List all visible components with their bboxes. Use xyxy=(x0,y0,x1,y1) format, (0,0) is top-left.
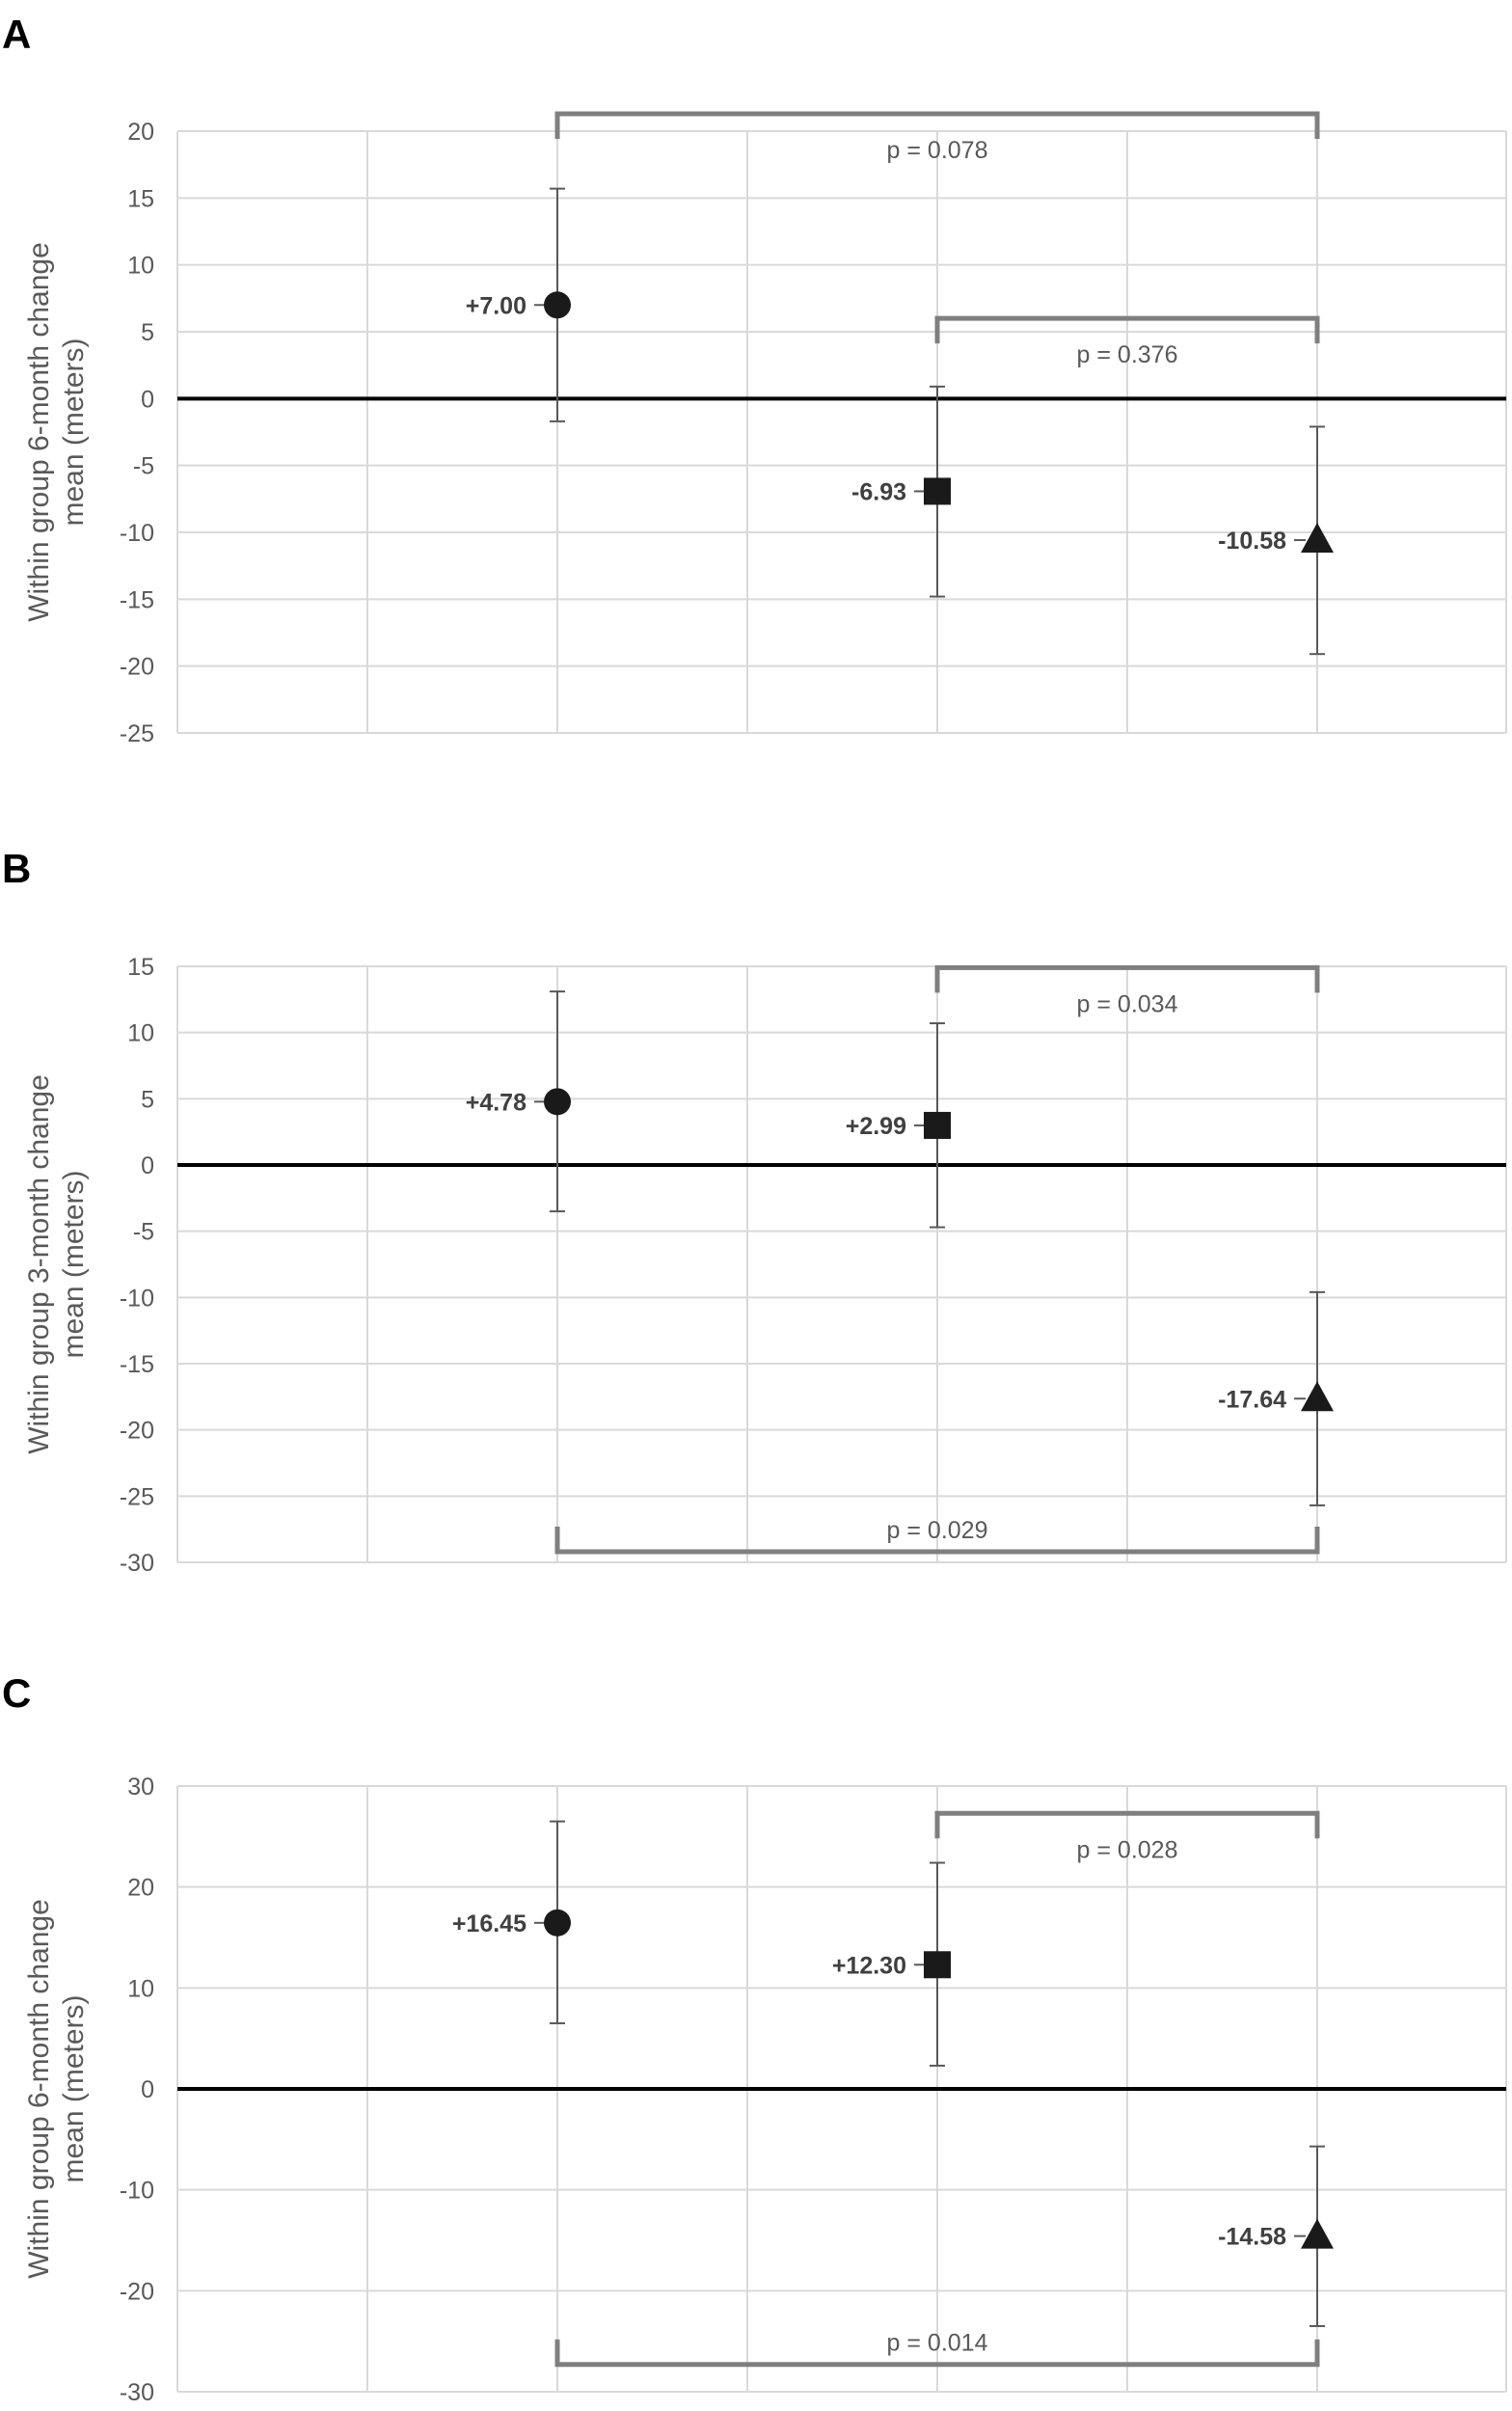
y-tick-label: -30 xyxy=(120,2379,154,2406)
y-tick-label: -25 xyxy=(120,1483,154,1510)
p-value-label: p = 0.014 xyxy=(887,2330,988,2357)
panel-a: A 20 15 10 5 0 -5 -10 -15 -20 -25 Within group 6-mo… xyxy=(2,12,1507,747)
y-tick-label: -20 xyxy=(120,2278,154,2305)
triangle-marker xyxy=(1301,1381,1334,1412)
y-tick-label: -25 xyxy=(120,720,154,747)
y-tick-label: -20 xyxy=(120,1418,154,1445)
y-tick-label: 10 xyxy=(127,1975,154,2002)
y-tick-label: 15 xyxy=(127,954,154,981)
p-value-label: p = 0.028 xyxy=(1077,1836,1178,1863)
data-label: +4.78 xyxy=(466,1089,526,1116)
comparison-bracket xyxy=(934,964,1320,993)
square-marker xyxy=(924,1111,951,1139)
y-tick-label: 10 xyxy=(127,253,154,280)
y-axis-label-line: Within group 3-month change xyxy=(23,1074,55,1454)
p-value-label: p = 0.376 xyxy=(1077,341,1178,368)
y-tick-label: -10 xyxy=(120,520,154,547)
comparison-bracket xyxy=(554,1527,1320,1555)
y-axis-label: Within group 3-month change mean (meters) xyxy=(23,1074,90,1454)
p-value-label: p = 0.078 xyxy=(887,137,988,164)
y-tick-label: 10 xyxy=(127,1020,154,1047)
panel-b: B 15 10 5 0 -5 -10 -15 -20 -25 -30 Within group 3-m… xyxy=(2,846,1507,1577)
data-label: -14.58 xyxy=(1218,2224,1286,2251)
p-value-label: p = 0.034 xyxy=(1077,990,1178,1017)
y-tick-label: 0 xyxy=(141,2076,154,2103)
triangle-marker xyxy=(1301,2218,1334,2249)
y-tick-label: -5 xyxy=(133,453,154,480)
y-tick-label: -30 xyxy=(120,1550,154,1577)
panel-letter: B xyxy=(2,846,31,891)
y-axis-label: Within group 6-month change mean (meters) xyxy=(23,242,90,622)
y-tick-label: 0 xyxy=(141,386,154,413)
circle-marker xyxy=(544,1088,571,1116)
y-axis-label-line: mean (meters) xyxy=(58,1170,90,1358)
y-tick-label: -10 xyxy=(120,1285,154,1312)
square-marker xyxy=(924,1951,951,1979)
comparison-bracket xyxy=(934,1810,1320,1839)
y-tick-label: -10 xyxy=(120,2178,154,2205)
y-axis-label-line: mean (meters) xyxy=(58,1994,90,2182)
data-label: +12.30 xyxy=(832,1952,906,1979)
panel-letter: A xyxy=(2,12,31,57)
y-tick-label: 5 xyxy=(141,1086,154,1113)
y-tick-label: -15 xyxy=(120,1351,154,1378)
data-label: -10.58 xyxy=(1218,528,1286,555)
square-marker xyxy=(924,477,951,505)
y-tick-label: 0 xyxy=(141,1152,154,1179)
data-label: +2.99 xyxy=(846,1113,906,1140)
y-axis-label-line: Within group 6-month change xyxy=(23,242,55,622)
y-tick-label: 5 xyxy=(141,319,154,346)
data-label: -17.64 xyxy=(1218,1386,1286,1413)
triangle-marker xyxy=(1301,523,1334,554)
panel-letter: C xyxy=(2,1670,31,1716)
data-label: +7.00 xyxy=(466,292,526,319)
y-tick-label: -5 xyxy=(133,1219,154,1246)
y-tick-label: 30 xyxy=(127,1774,154,1801)
comparison-bracket xyxy=(554,111,1320,139)
comparison-bracket xyxy=(934,315,1320,344)
data-label: +16.45 xyxy=(452,1910,526,1937)
comparison-bracket xyxy=(554,2339,1320,2368)
panel-c: C 30 20 10 0 -10 -20 -30 Within group 6-month ch… xyxy=(2,1670,1507,2406)
y-tick-label: 15 xyxy=(127,185,154,212)
y-axis-label-line: mean (meters) xyxy=(58,338,90,526)
p-value-label: p = 0.029 xyxy=(887,1517,988,1544)
y-tick-label: 20 xyxy=(127,1875,154,1902)
circle-marker xyxy=(544,291,571,319)
y-axis-label: Within group 6-month change mean (meters) xyxy=(23,1899,90,2279)
y-tick-label: -20 xyxy=(120,654,154,681)
data-label: -6.93 xyxy=(851,478,906,505)
y-tick-label: -15 xyxy=(120,586,154,613)
circle-marker xyxy=(544,1909,571,1937)
y-axis-label-line: Within group 6-month change xyxy=(23,1899,55,2279)
y-tick-label: 20 xyxy=(127,119,154,146)
